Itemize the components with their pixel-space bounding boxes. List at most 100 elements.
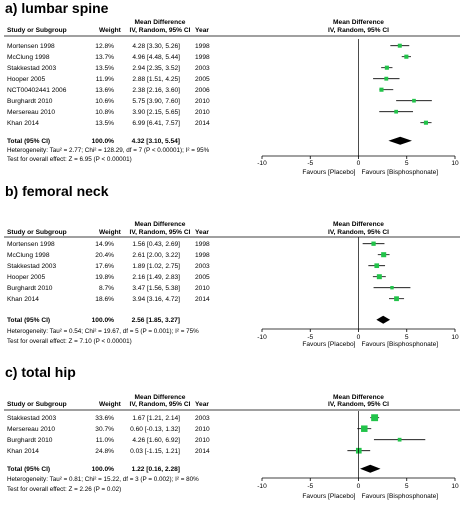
study-ci-text: 2.88 [1.51, 4.25]	[132, 76, 180, 83]
header-plot-mean-difference: Mean Difference	[333, 394, 384, 401]
study-ci-text: 4.96 [4.48, 5.44]	[132, 54, 180, 61]
header-year: Year	[195, 27, 209, 34]
study-year: 1998	[195, 54, 210, 61]
x-tick-label: 0	[357, 334, 361, 341]
study-year: 2010	[195, 98, 210, 105]
study-point	[381, 252, 387, 258]
panel-title: a) lumbar spine	[5, 0, 109, 16]
x-tick-label: 10	[451, 160, 459, 167]
study-row: Stakkestad 2003 33.6% 1.67 [1.21, 2.14] 200…	[7, 414, 380, 422]
total-row: Total (95% CI) 100.0% 4.32 [3.10, 5.54]	[7, 136, 412, 145]
favours-right-label: Favours [Bisphosphonate]	[362, 341, 439, 348]
total-row: Total (95% CI) 100.0% 2.56 [1.85, 3.27]	[7, 315, 391, 324]
header-weight: Weight	[99, 27, 122, 34]
study-ci-text: 1.67 [1.21, 2.14]	[132, 415, 180, 422]
study-year: 2005	[195, 76, 210, 83]
study-year: 2014	[195, 448, 210, 455]
study-row: Mersereau 2010 30.7% 0.60 [-0.13, 1.32] 201…	[7, 425, 372, 433]
total-ci-text: 2.56 [1.85, 3.27]	[132, 317, 180, 324]
panel-title: c) total hip	[5, 364, 76, 380]
study-name: Burghardt 2010	[7, 437, 53, 444]
total-label: Total (95% CI)	[7, 466, 50, 473]
study-name: McClung 1998	[7, 252, 50, 259]
study-year: 2010	[195, 109, 210, 116]
study-point	[361, 425, 368, 432]
study-weight: 30.7%	[95, 426, 114, 433]
overall-effect-text: Test for overall effect: Z = 6.95 (P < 0…	[7, 156, 132, 163]
study-name: Stakkestad 2003	[7, 415, 56, 422]
study-year: 2003	[195, 263, 210, 270]
study-weight: 10.6%	[95, 98, 114, 105]
study-weight: 8.7%	[99, 285, 114, 292]
study-name: Burghardt 2010	[7, 98, 53, 105]
header-plot-mean-difference: Mean Difference	[333, 221, 384, 228]
overall-effect-text: Test for overall effect: Z = 2.26 (P = 0…	[7, 486, 121, 493]
x-tick-label: 0	[357, 160, 361, 167]
total-ci-text: 1.22 [0.16, 2.28]	[132, 466, 180, 473]
study-weight: 33.6%	[95, 415, 114, 422]
study-row: Khan 2014 24.8% 0.03 [-1.15, 1.21] 2014	[7, 447, 371, 455]
study-weight: 19.8%	[95, 274, 114, 281]
panel-title: b) femoral neck	[5, 183, 109, 199]
study-ci-text: 3.90 [2.15, 5.65]	[132, 109, 180, 116]
study-point	[390, 285, 394, 290]
study-ci-text: 2.38 [2.16, 3.60]	[132, 87, 180, 94]
study-year: 2010	[195, 426, 210, 433]
study-point	[397, 437, 402, 442]
study-point	[397, 43, 402, 48]
x-tick-label: -10	[257, 334, 267, 341]
forest-panel-b: b) femoral neck Mean Difference Study or S…	[4, 183, 460, 348]
header-effect-method: IV, Random, 95% CI	[130, 27, 191, 34]
study-point	[376, 274, 382, 280]
study-row: Hooper 2005 11.9% 2.88 [1.51, 4.25] 2005	[7, 76, 400, 83]
study-name: Mortensen 1998	[7, 43, 55, 50]
header-year: Year	[195, 229, 209, 236]
favours-left-label: Favours [Placebo]	[302, 493, 355, 500]
study-weight: 17.6%	[95, 263, 114, 270]
header-mean-difference: Mean Difference	[135, 394, 186, 401]
study-ci-text: 2.94 [2.35, 3.52]	[132, 65, 180, 72]
study-row: Mortensen 1998 14.9% 1.56 [0.43, 2.69] 1998	[7, 241, 385, 248]
study-ci-text: 1.56 [0.43, 2.69]	[132, 241, 180, 248]
study-weight: 24.8%	[95, 448, 114, 455]
study-weight: 13.5%	[95, 120, 114, 127]
study-year: 2003	[195, 65, 210, 72]
forest-panel-a: a) lumbar spine Mean Difference Study or S…	[4, 0, 460, 176]
study-name: Stakkestad 2003	[7, 65, 56, 72]
study-weight: 18.6%	[95, 296, 114, 303]
study-weight: 11.0%	[96, 437, 114, 444]
header-mean-difference: Mean Difference	[135, 19, 186, 26]
study-row: Stakkestad 2003 13.5% 2.94 [2.35, 3.52] 200…	[7, 65, 393, 72]
study-ci-text: 2.61 [2.00, 3.22]	[132, 252, 180, 259]
total-weight: 100.0%	[92, 138, 115, 145]
x-tick-label: 10	[451, 483, 459, 490]
study-weight: 12.8%	[95, 43, 114, 50]
heterogeneity-text: Heterogeneity: Tau² = 0.54; Chi² = 19.67…	[7, 328, 199, 335]
header-plot-method: IV, Random, 95% CI	[328, 27, 389, 34]
pooled-diamond	[388, 136, 412, 145]
forest-panel-c: c) total hip Mean Difference Study or Subg…	[4, 364, 460, 500]
total-ci-text: 4.32 [3.10, 5.54]	[132, 138, 180, 145]
study-point	[404, 54, 409, 59]
study-ci-text: 3.47 [1.56, 5.38]	[132, 285, 180, 292]
study-year: 2010	[195, 285, 210, 292]
x-tick-label: -10	[257, 160, 267, 167]
study-weight: 13.5%	[95, 65, 114, 72]
study-year: 2006	[195, 87, 210, 94]
study-ci-text: 4.26 [1.60, 6.92]	[132, 437, 180, 444]
study-ci-text: 0.03 [-1.15, 1.21]	[130, 448, 180, 455]
study-point	[371, 241, 376, 246]
study-ci-text: 3.94 [3.16, 4.72]	[132, 296, 180, 303]
study-point	[394, 296, 399, 302]
study-row: McClung 1998 13.7% 4.96 [4.48, 5.44] 1998	[7, 54, 411, 61]
study-name: NCT00402441 2006	[7, 87, 67, 94]
study-ci-text: 0.60 [-0.13, 1.32]	[130, 426, 180, 433]
study-ci-text: 6.99 [6.41, 7.57]	[132, 120, 180, 127]
favours-left-label: Favours [Placebo]	[302, 341, 355, 348]
study-name: Khan 2014	[7, 296, 39, 303]
study-point	[384, 65, 389, 70]
study-point	[374, 263, 380, 269]
total-label: Total (95% CI)	[7, 317, 50, 324]
study-point	[371, 414, 379, 422]
header-weight: Weight	[99, 401, 122, 408]
